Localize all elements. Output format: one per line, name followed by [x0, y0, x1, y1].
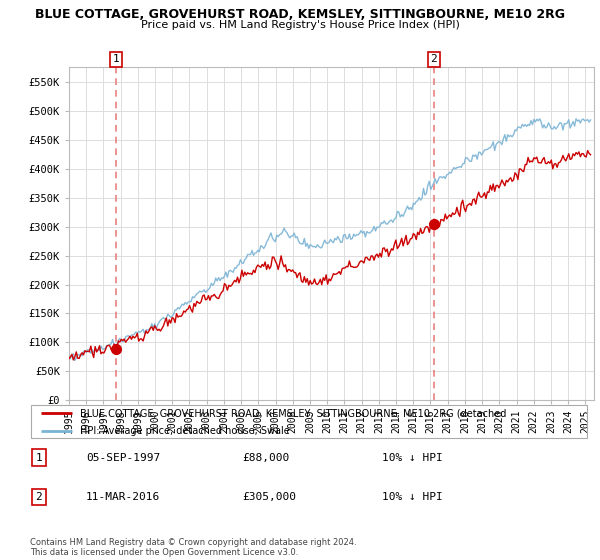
Text: £88,000: £88,000: [242, 453, 289, 463]
Text: 10% ↓ HPI: 10% ↓ HPI: [382, 492, 442, 502]
Text: 1: 1: [113, 54, 120, 64]
Text: 05-SEP-1997: 05-SEP-1997: [86, 453, 160, 463]
Text: Price paid vs. HM Land Registry's House Price Index (HPI): Price paid vs. HM Land Registry's House …: [140, 20, 460, 30]
Text: 1: 1: [35, 453, 43, 463]
Text: 10% ↓ HPI: 10% ↓ HPI: [382, 453, 442, 463]
Text: BLUE COTTAGE, GROVEHURST ROAD, KEMSLEY, SITTINGBOURNE, ME10 2RG (detached: BLUE COTTAGE, GROVEHURST ROAD, KEMSLEY, …: [80, 408, 506, 418]
Text: 2: 2: [35, 492, 43, 502]
Text: 11-MAR-2016: 11-MAR-2016: [86, 492, 160, 502]
Text: HPI: Average price, detached house, Swale: HPI: Average price, detached house, Swal…: [80, 426, 290, 436]
Text: Contains HM Land Registry data © Crown copyright and database right 2024.
This d: Contains HM Land Registry data © Crown c…: [30, 538, 356, 557]
Text: BLUE COTTAGE, GROVEHURST ROAD, KEMSLEY, SITTINGBOURNE, ME10 2RG: BLUE COTTAGE, GROVEHURST ROAD, KEMSLEY, …: [35, 8, 565, 21]
Text: 2: 2: [430, 54, 437, 64]
Text: £305,000: £305,000: [242, 492, 296, 502]
